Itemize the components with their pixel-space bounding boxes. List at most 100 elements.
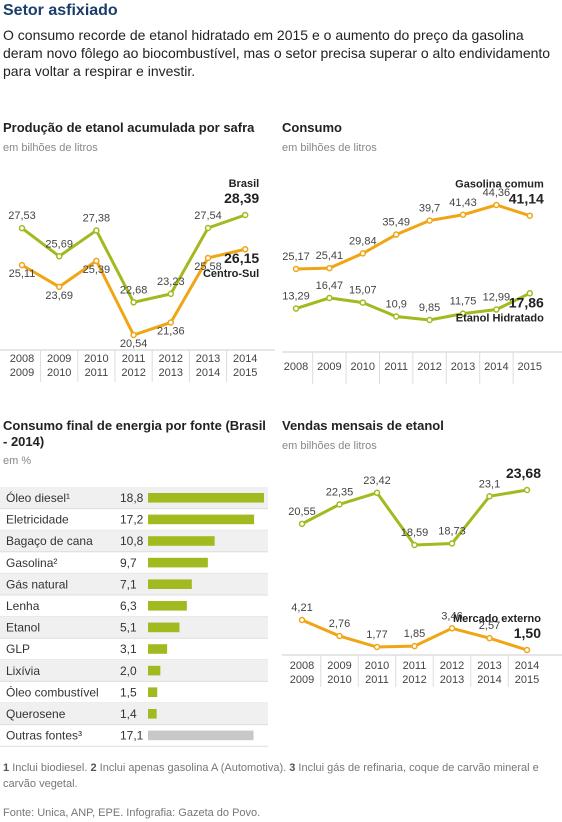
value-label: 25,69 [45,238,73,250]
point [359,299,367,306]
row-bg [0,530,268,552]
chart-subtitle: em bilhões de litros [282,440,377,452]
value-label: 21,36 [157,325,185,337]
bar [148,493,264,503]
value-label: 23,1 [479,478,500,490]
value-label: 25,39 [83,264,111,276]
category-label: Eletricidade [6,513,69,527]
point [93,227,100,234]
point [459,310,467,317]
x-tick-label: 2009 [10,367,34,379]
legend-label: Mercado externo [453,613,541,625]
value-label: 17,2 [120,513,144,527]
point [392,231,400,238]
value-label: 1,5 [120,685,137,699]
point [241,211,249,219]
value-label: 1,77 [366,629,387,641]
chart-subtitle: em % [3,455,32,467]
point [486,634,493,642]
x-tick-label: 2011 [365,674,389,686]
value-label: 23,68 [506,465,541,481]
x-tick-label: 2013 [451,361,475,373]
value-label: 12,99 [483,292,511,304]
value-label: 23,42 [363,475,391,487]
x-tick-label: 2011 [122,353,146,365]
point [411,541,418,549]
x-tick-label: 2014 [484,361,508,373]
point [336,501,343,508]
x-tick-label: 2010 [84,353,108,365]
point [93,257,100,265]
category-label: Óleo combustível [6,684,99,699]
value-label: 25,17 [282,251,310,263]
row-bg [0,616,268,639]
chart-title: Vendas mensais de etanol [282,418,444,433]
bar [148,601,187,611]
category-label: Óleo diesel¹ [6,490,70,505]
point [493,306,500,313]
point [298,520,306,528]
point [298,616,306,624]
legend-label: Centro-Sul [203,268,259,280]
category-label: Lenha [6,599,40,613]
value-label: 18,8 [120,491,144,505]
value-label: 10,8 [120,534,144,548]
point [426,217,433,224]
bar [148,665,161,676]
value-label: 7,1 [120,577,137,591]
x-tick-label: 2015 [518,361,542,373]
value-label: 18,59 [401,527,429,539]
point [373,643,381,651]
value-label: 35,49 [382,217,410,229]
footnote-mark: 3 [289,762,296,774]
x-tick-label: 2008 [284,361,308,373]
point [204,224,212,232]
series-line [295,203,531,271]
point [359,250,367,257]
value-label: 25,41 [316,250,344,262]
x-tick-label: 2014 [477,674,501,686]
intro: O consumo recorde de etanol hidratado em… [3,27,551,79]
footnote-text: Inclui apenas gasolina A (Automotiva). [99,762,287,774]
x-tick-label: 2011 [85,367,109,379]
chart-title: Consumo [282,120,342,135]
value-label: 2,76 [329,618,350,630]
x-tick-label: 2012 [402,674,426,686]
value-label: 41,43 [449,197,477,209]
footnote-mark: 2 [90,762,97,774]
series-line [295,291,531,322]
point [486,493,493,500]
footnote-mark: 1 [3,762,10,774]
category-label: Etanol [6,621,40,635]
value-label: 9,7 [120,556,137,570]
value-label: 16,47 [316,280,344,292]
x-tick-label: 2012 [417,361,441,373]
x-tick-label: 2010 [365,660,389,672]
point [292,305,300,312]
value-label: 28,39 [224,190,259,206]
legend-label: Brasil [229,178,260,190]
value-label: 1,50 [514,625,541,641]
point [241,245,249,253]
point [426,316,433,324]
row-bg [0,659,268,682]
bar [148,579,192,589]
chart: Óleo diesel¹ 18,8 Eletricidade 17,2 Bagaço d… [0,487,268,747]
footnotes: 1 Inclui biodiesel. 2 Inclui apenas gaso… [3,760,559,792]
value-label: 25,11 [9,268,36,280]
x-tick-label: 2014 [233,353,257,365]
x-tick-label: 2015 [515,674,539,686]
value-label: 4,21 [291,602,312,614]
footnote-text: Inclui gás de refinaria, coque de carvão… [3,762,539,790]
footnote-text: Inclui biodiesel. [12,762,88,774]
point [292,265,300,273]
point [526,212,534,219]
point [526,290,534,297]
value-label: 27,53 [8,210,36,222]
point [336,632,343,640]
x-tick-label: 2011 [403,660,427,672]
point [326,264,333,272]
x-tick-label: 2013 [477,660,501,672]
x-tick-label: 2010 [47,367,71,379]
